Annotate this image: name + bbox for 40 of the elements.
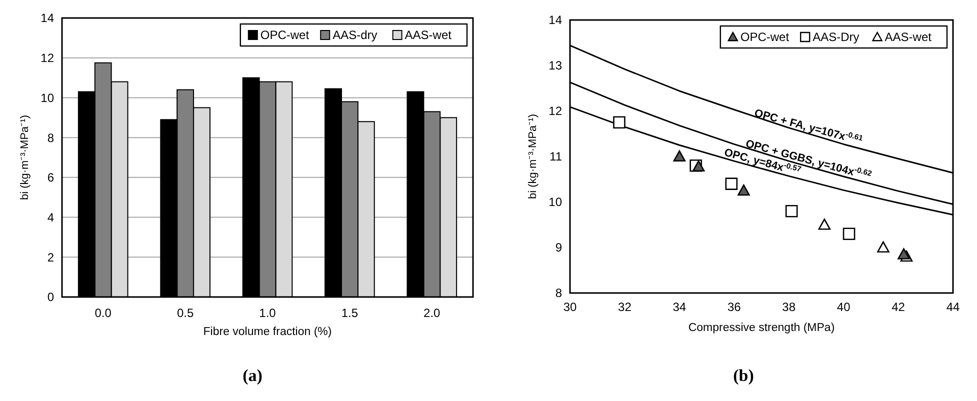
y-tick-label: 8 — [555, 286, 562, 300]
x-tick-label: 2.0 — [424, 306, 441, 320]
legend-label: AAS-wet — [884, 30, 932, 44]
legend-label: AAS-Dry — [812, 30, 860, 44]
x-tick-label: 44 — [946, 300, 960, 314]
y-axis-title: bi (kg·m⁻³·MPa⁻¹) — [19, 115, 31, 200]
x-tick-label: 42 — [892, 300, 906, 314]
y-tick-label: 9 — [555, 240, 562, 255]
x-axis-title: Compressive strength (MPa) — [688, 322, 835, 334]
y-tick-label: 10 — [40, 90, 54, 105]
y-tick-label: 6 — [47, 170, 54, 185]
x-tick-label: 32 — [618, 300, 632, 314]
legend-label: OPC-wet — [740, 30, 790, 44]
legend-label: AAS-dry — [332, 28, 378, 42]
y-tick-label: 14 — [548, 13, 562, 28]
x-axis-title: Fibre volume fraction (%) — [203, 326, 332, 338]
y-tick-label: 14 — [40, 11, 54, 26]
x-tick-label: 0.5 — [176, 306, 194, 320]
y-tick-label: 11 — [550, 150, 562, 164]
x-tick-label: 1.0 — [259, 306, 276, 320]
x-tick-label: 0.0 — [94, 306, 112, 320]
y-tick-label: 2 — [47, 250, 54, 264]
legend-label: OPC-wet — [260, 28, 310, 42]
x-tick-label: 1.5 — [341, 306, 358, 320]
y-tick-label: 4 — [47, 210, 54, 224]
x-tick-label: 30 — [563, 300, 577, 314]
x-tick-label: 40 — [836, 300, 851, 314]
y-tick-label: 12 — [548, 104, 562, 118]
y-tick-label: 10 — [548, 195, 562, 210]
y-tick-label: 0 — [47, 290, 54, 304]
x-tick-label: 34 — [672, 300, 686, 314]
text: (a) — [242, 366, 262, 385]
y-axis-title: bi (kg·m⁻³·MPa⁻¹) — [527, 114, 539, 199]
y-tick-label: 13 — [548, 58, 562, 73]
legend-label: AAS-wet — [404, 28, 452, 42]
y-tick-label: 12 — [40, 51, 54, 66]
x-tick-label: 36 — [727, 300, 742, 314]
text: (b) — [733, 366, 754, 385]
y-tick-label: 8 — [47, 130, 54, 145]
x-tick-label: 38 — [782, 300, 796, 314]
